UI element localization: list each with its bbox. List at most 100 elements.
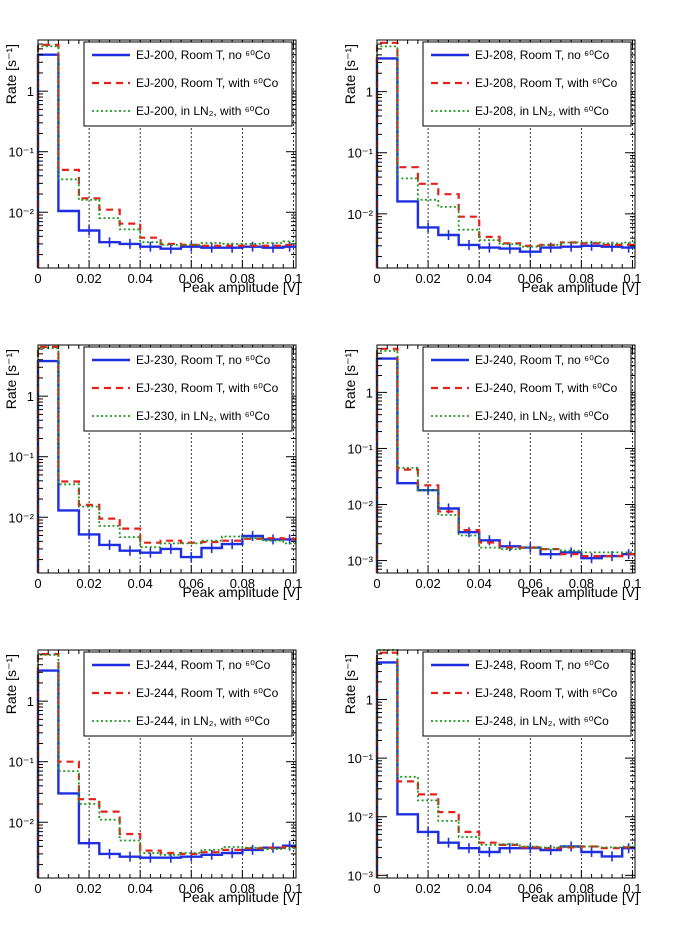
- legend-label-2: EJ-244, Room T, with ⁶⁰Co: [136, 686, 279, 700]
- legend-label-2: EJ-248, Room T, with ⁶⁰Co: [475, 686, 618, 700]
- series-line-3: [37, 45, 296, 268]
- y-tick-label: 10⁻¹: [347, 146, 373, 161]
- y-tick-label: 10⁻¹: [8, 145, 34, 160]
- y-tick-label: 10⁻²: [347, 810, 373, 825]
- x-tick-label: 0.08: [569, 881, 594, 896]
- x-tick-label: 0.08: [569, 271, 594, 286]
- x-tick-label: 0.1: [284, 881, 302, 896]
- x-tick-label: 0.1: [623, 881, 641, 896]
- plot-frame: [376, 344, 636, 574]
- y-axis-label: Rate [s⁻¹]: [3, 44, 19, 104]
- plot-frame: [376, 39, 636, 269]
- x-tick-label: 0.04: [467, 576, 492, 591]
- x-axis-label: Peak amplitude [V]: [521, 279, 639, 295]
- y-axis-label: Rate [s⁻¹]: [3, 349, 19, 409]
- x-tick-label: 0.06: [179, 271, 204, 286]
- y-tick-label: 10⁻²: [8, 510, 34, 525]
- legend-label-1: EJ-240, Room T, no ⁶⁰Co: [475, 353, 610, 367]
- x-tick-label: 0.06: [179, 576, 204, 591]
- x-tick-label: 0.1: [623, 576, 641, 591]
- legend-label-3: EJ-244, in LN₂, with ⁶⁰Co: [136, 714, 270, 728]
- x-tick-label: 0.1: [284, 576, 302, 591]
- x-tick-label: 0: [34, 881, 41, 896]
- legend-label-3: EJ-230, in LN₂, with ⁶⁰Co: [136, 409, 270, 423]
- legend-label-1: EJ-208, Room T, no ⁶⁰Co: [475, 48, 610, 62]
- legend-label-3: EJ-240, in LN₂, with ⁶⁰Co: [475, 409, 609, 423]
- chart-panel-3: 0 0.02 0.04 0.06 0.08 0.1 1 10⁻¹ 10⁻² Peak amplit…: [3, 344, 302, 600]
- y-tick-label: 10⁻¹: [8, 755, 34, 770]
- x-tick-label: 0.1: [284, 271, 302, 286]
- x-tick-label: 0: [373, 576, 380, 591]
- x-tick-label: 0.04: [128, 271, 153, 286]
- x-tick-label: 0.02: [415, 576, 440, 591]
- legend-label-3: EJ-248, in LN₂, with ⁶⁰Co: [475, 714, 609, 728]
- y-tick-label: 10⁻³: [347, 554, 373, 569]
- x-axis-label: Peak amplitude [V]: [182, 279, 300, 295]
- y-tick-label: 10⁻²: [347, 498, 373, 513]
- x-tick-label: 0.06: [518, 576, 543, 591]
- chart-panel-2: 0 0.02 0.04 0.06 0.08 0.1 1 10⁻¹ 10⁻² Peak amplit…: [342, 39, 641, 295]
- x-tick-label: 0.06: [518, 881, 543, 896]
- x-tick-label: 0: [373, 881, 380, 896]
- chart-panel-6: 0 0.02 0.04 0.06 0.08 0.1 1 10⁻¹ 10⁻² 10⁻³ Peak am…: [342, 649, 641, 905]
- y-tick-label: 1: [27, 694, 34, 709]
- y-tick-label: 10⁻³: [347, 868, 373, 883]
- y-tick-label: 1: [27, 84, 34, 99]
- y-axis-label: Rate [s⁻¹]: [342, 44, 358, 104]
- y-tick-label: 1: [366, 693, 373, 708]
- x-tick-label: 0.08: [230, 576, 255, 591]
- x-tick-label: 0.08: [230, 271, 255, 286]
- x-tick-label: 0.02: [415, 271, 440, 286]
- legend-label-2: EJ-200, Room T, with ⁶⁰Co: [136, 76, 279, 90]
- y-axis-label: Rate [s⁻¹]: [3, 654, 19, 714]
- x-tick-label: 0.06: [518, 271, 543, 286]
- legend-label-1: EJ-248, Room T, no ⁶⁰Co: [475, 658, 610, 672]
- series-line-1: [375, 661, 635, 878]
- series-line-2: [36, 43, 296, 268]
- y-tick-label: 1: [27, 389, 34, 404]
- chart-panel-4: 0 0.02 0.04 0.06 0.08 0.1 1 10⁻¹ 10⁻² 10⁻³ Peak am…: [342, 344, 641, 600]
- x-tick-label: 0.04: [467, 881, 492, 896]
- x-tick-label: 0.02: [76, 271, 101, 286]
- legend-label-2: EJ-208, Room T, with ⁶⁰Co: [475, 76, 618, 90]
- legend-label-1: EJ-200, Room T, no ⁶⁰Co: [136, 48, 271, 62]
- x-tick-label: 0.08: [230, 881, 255, 896]
- series-line-3: [37, 347, 296, 573]
- series-line-2: [375, 347, 635, 573]
- y-tick-label: 1: [366, 385, 373, 400]
- series-line-1: [375, 57, 635, 268]
- x-axis-label: Peak amplitude [V]: [521, 584, 639, 600]
- x-tick-label: 0.04: [128, 881, 153, 896]
- y-tick-label: 10⁻²: [8, 815, 34, 830]
- y-axis-label: Rate [s⁻¹]: [342, 654, 358, 714]
- x-tick-label: 0.04: [467, 271, 492, 286]
- x-tick-label: 0: [373, 271, 380, 286]
- x-tick-label: 0.02: [76, 576, 101, 591]
- x-tick-label: 0: [34, 576, 41, 591]
- x-tick-label: 0.08: [569, 576, 594, 591]
- legend-label-1: EJ-244, Room T, no ⁶⁰Co: [136, 658, 271, 672]
- x-axis-label: Peak amplitude [V]: [521, 889, 639, 905]
- x-axis-label: Peak amplitude [V]: [182, 584, 300, 600]
- chart-panel-5: 0 0.02 0.04 0.06 0.08 0.1 1 10⁻¹ 10⁻² Peak amplit…: [3, 649, 302, 905]
- x-tick-label: 0.02: [415, 881, 440, 896]
- x-axis-label: Peak amplitude [V]: [182, 889, 300, 905]
- y-tick-label: 10⁻¹: [347, 441, 373, 456]
- series-line-3: [37, 654, 296, 878]
- x-tick-label: 0.1: [623, 271, 641, 286]
- legend-label-2: EJ-240, Room T, with ⁶⁰Co: [475, 381, 618, 395]
- y-tick-label: 10⁻²: [347, 207, 373, 222]
- x-tick-label: 0.02: [76, 881, 101, 896]
- legend-label-3: EJ-200, in LN₂, with ⁶⁰Co: [136, 104, 270, 118]
- series-line-1: [36, 53, 296, 268]
- x-tick-label: 0: [34, 271, 41, 286]
- y-axis-label: Rate [s⁻¹]: [342, 349, 358, 409]
- legend-label-3: EJ-208, in LN₂, with ⁶⁰Co: [475, 104, 609, 118]
- legend-label-1: EJ-230, Room T, no ⁶⁰Co: [136, 353, 271, 367]
- y-tick-label: 10⁻¹: [8, 450, 34, 465]
- x-tick-label: 0.06: [179, 881, 204, 896]
- series-line-3: [376, 350, 635, 573]
- y-tick-label: 10⁻²: [8, 205, 34, 220]
